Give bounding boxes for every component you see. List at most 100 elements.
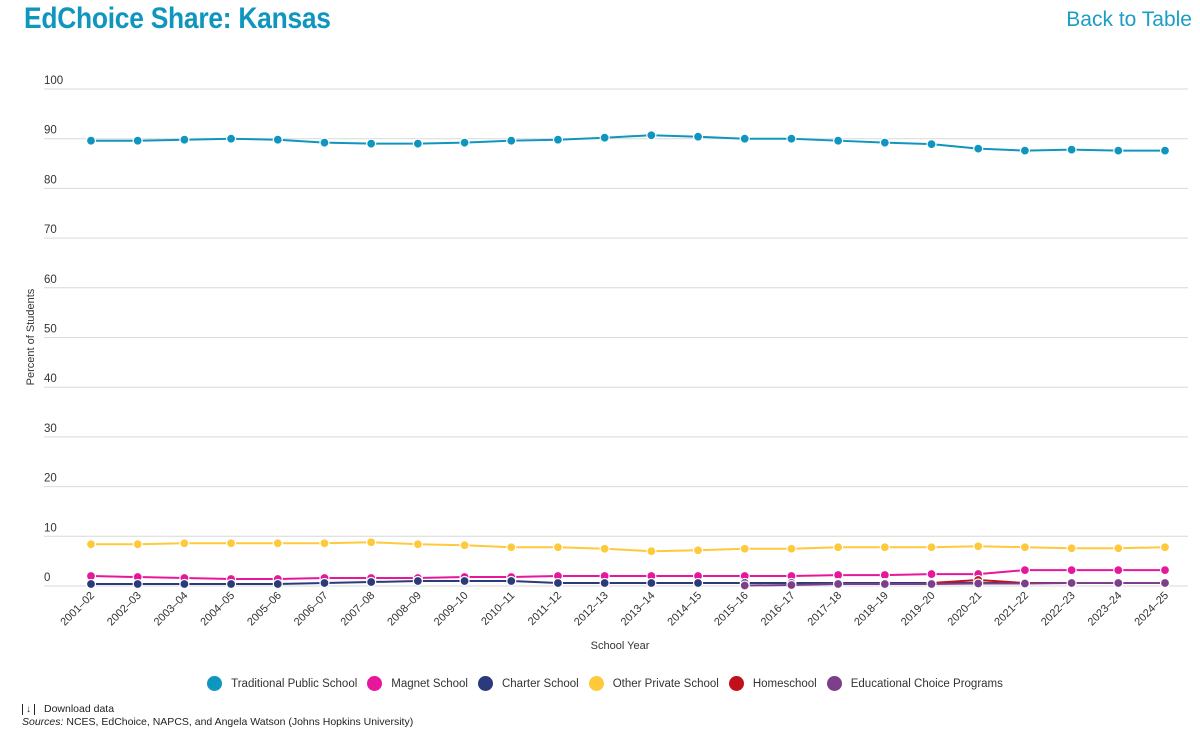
data-point[interactable]	[412, 575, 423, 587]
data-point[interactable]	[1159, 542, 1171, 553]
data-point[interactable]	[1066, 564, 1077, 576]
data-point[interactable]	[366, 138, 377, 149]
data-point[interactable]	[786, 543, 797, 554]
data-point[interactable]	[879, 137, 890, 148]
data-point[interactable]	[973, 541, 984, 552]
legend-item[interactable]: Traditional Public School	[207, 676, 357, 691]
data-point[interactable]	[179, 134, 190, 145]
data-point[interactable]	[1159, 577, 1171, 589]
data-point[interactable]	[646, 577, 657, 589]
data-point[interactable]	[926, 542, 937, 553]
data-point[interactable]	[1113, 145, 1124, 156]
data-point[interactable]	[459, 137, 470, 148]
data-point[interactable]	[739, 543, 750, 554]
back-to-table-link[interactable]: Back to Table	[1066, 8, 1192, 31]
legend-swatch-icon	[477, 676, 493, 691]
data-point[interactable]	[132, 539, 143, 550]
data-point[interactable]	[272, 134, 283, 145]
y-tick-label: 90	[44, 125, 57, 137]
x-tick-label: 2003–04	[152, 590, 191, 629]
data-point[interactable]	[692, 131, 704, 142]
gridlines	[44, 88, 1188, 587]
series-magnet-school	[85, 564, 1171, 585]
data-point[interactable]	[646, 546, 657, 557]
legend-item[interactable]: Magnet School	[367, 676, 468, 691]
legend-item[interactable]: Homeschool	[728, 676, 817, 691]
data-point[interactable]	[833, 542, 844, 553]
data-point[interactable]	[1066, 543, 1077, 554]
data-point[interactable]	[459, 575, 470, 587]
data-point[interactable]	[179, 538, 190, 549]
series-group	[85, 130, 1171, 591]
data-point[interactable]	[225, 133, 237, 144]
data-point[interactable]	[879, 578, 890, 590]
legend-item[interactable]: Other Private School	[588, 676, 719, 691]
data-point[interactable]	[272, 538, 283, 549]
data-point[interactable]	[272, 578, 283, 590]
data-point[interactable]	[786, 133, 797, 144]
x-tick-label: 2006–07	[292, 590, 331, 629]
download-icon: ↓	[22, 704, 35, 715]
legend-item[interactable]: Educational Choice Programs	[826, 676, 1003, 691]
series-line	[90, 569, 1165, 581]
data-point[interactable]	[739, 133, 750, 144]
data-point[interactable]	[1019, 564, 1031, 576]
data-point[interactable]	[926, 139, 937, 150]
data-point[interactable]	[85, 539, 97, 550]
data-point[interactable]	[366, 537, 377, 548]
data-point[interactable]	[319, 137, 330, 148]
data-point[interactable]	[1066, 577, 1077, 589]
data-point[interactable]	[132, 135, 143, 146]
data-point[interactable]	[552, 542, 564, 553]
data-point[interactable]	[506, 135, 517, 146]
data-point[interactable]	[833, 578, 844, 590]
data-point[interactable]	[225, 578, 237, 590]
x-tick-label: 2005–06	[245, 590, 284, 629]
sources-label: Sources:	[22, 716, 64, 728]
data-point[interactable]	[412, 138, 423, 149]
data-point[interactable]	[319, 577, 330, 589]
data-point[interactable]	[1113, 577, 1124, 589]
data-point[interactable]	[599, 577, 610, 589]
data-point[interactable]	[225, 538, 237, 549]
data-point[interactable]	[132, 578, 143, 590]
data-point[interactable]	[599, 132, 610, 143]
data-point[interactable]	[1113, 543, 1124, 554]
footer: ↓ Download data Sources: NCES, EdChoice,…	[22, 703, 413, 729]
data-point[interactable]	[366, 576, 377, 588]
data-point[interactable]	[179, 578, 190, 590]
data-point[interactable]	[692, 577, 704, 589]
data-point[interactable]	[506, 542, 517, 553]
data-point[interactable]	[412, 539, 423, 550]
data-point[interactable]	[739, 580, 750, 591]
x-tick-label: 2020–21	[946, 590, 985, 629]
data-point[interactable]	[926, 568, 937, 580]
data-point[interactable]	[85, 578, 97, 590]
y-tick-label: 70	[44, 224, 57, 236]
data-point[interactable]	[552, 134, 564, 145]
data-point[interactable]	[646, 130, 657, 141]
data-point[interactable]	[1113, 564, 1124, 576]
data-point[interactable]	[926, 578, 937, 590]
data-point[interactable]	[786, 579, 797, 591]
data-point[interactable]	[1159, 145, 1171, 156]
y-tick-label: 10	[44, 522, 57, 534]
legend-item[interactable]: Charter School	[477, 676, 579, 691]
data-point[interactable]	[1019, 145, 1031, 156]
data-point[interactable]	[973, 578, 984, 589]
data-point[interactable]	[1066, 144, 1077, 155]
data-point[interactable]	[552, 577, 564, 589]
data-point[interactable]	[692, 545, 704, 556]
data-point[interactable]	[879, 542, 890, 553]
data-point[interactable]	[599, 543, 610, 554]
data-point[interactable]	[973, 143, 984, 154]
data-point[interactable]	[833, 135, 844, 146]
download-data-link[interactable]: ↓ Download data	[22, 703, 413, 716]
data-point[interactable]	[85, 135, 97, 146]
data-point[interactable]	[1019, 578, 1031, 589]
data-point[interactable]	[319, 538, 330, 549]
data-point[interactable]	[1019, 542, 1031, 553]
data-point[interactable]	[1159, 564, 1171, 576]
data-point[interactable]	[506, 575, 517, 587]
data-point[interactable]	[459, 540, 470, 551]
